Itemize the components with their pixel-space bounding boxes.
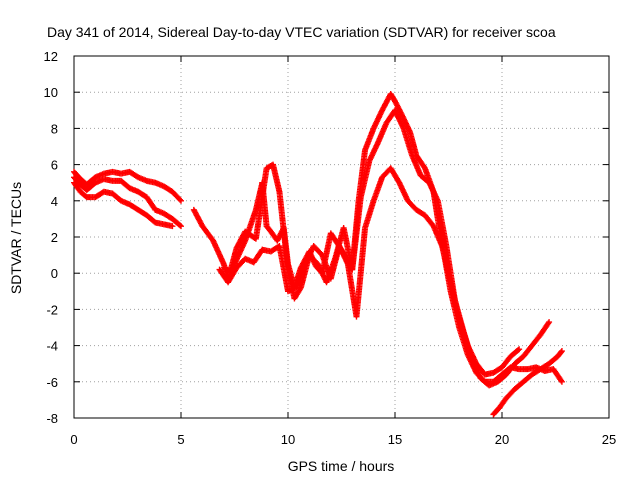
track-1-point xyxy=(176,196,183,203)
track-2-point xyxy=(176,222,183,229)
track-3-point xyxy=(558,348,565,355)
x-axis-label: GPS time / hours xyxy=(288,458,395,474)
y-tick-label: -4 xyxy=(46,339,58,354)
y-tick-label: 10 xyxy=(44,85,58,100)
data-marks xyxy=(71,91,565,418)
y-tick-labels: -8 -6 -4 -2 0 2 4 6 8 10 12 xyxy=(44,49,58,426)
y-tick-label: -8 xyxy=(46,411,58,426)
chart-title: Day 341 of 2014, Sidereal Day-to-day VTE… xyxy=(47,24,556,40)
axis-ticks xyxy=(73,55,610,419)
x-tick-labels: 0 5 10 15 20 25 xyxy=(70,432,616,447)
y-tick-label: 4 xyxy=(51,194,58,209)
track-3-point xyxy=(558,349,565,356)
y-tick-label: 2 xyxy=(51,230,58,245)
track-1-point xyxy=(558,377,565,384)
track-2-point xyxy=(545,320,552,327)
y-tick-label: -2 xyxy=(46,302,58,317)
y-tick-label: 0 xyxy=(51,266,58,281)
y-tick-label: -6 xyxy=(46,375,58,390)
y-tick-label: 6 xyxy=(51,158,58,173)
track-2-point xyxy=(546,319,553,326)
y-tick-label: 12 xyxy=(44,49,58,64)
track-2-point xyxy=(178,223,184,230)
x-tick-label: 10 xyxy=(281,432,295,447)
track-1-point xyxy=(558,378,565,385)
x-tick-label: 25 xyxy=(602,432,616,447)
track-3-point xyxy=(169,223,176,230)
track-3-point xyxy=(516,346,523,353)
x-tick-label: 20 xyxy=(495,432,509,447)
x-tick-label: 0 xyxy=(70,432,77,447)
y-axis-label: SDTVAR / TECUs xyxy=(8,182,24,294)
x-tick-label: 15 xyxy=(388,432,402,447)
x-tick-label: 5 xyxy=(177,432,184,447)
track-1-point xyxy=(178,197,184,204)
y-tick-label: 8 xyxy=(51,121,58,136)
track-3-point xyxy=(515,347,522,354)
